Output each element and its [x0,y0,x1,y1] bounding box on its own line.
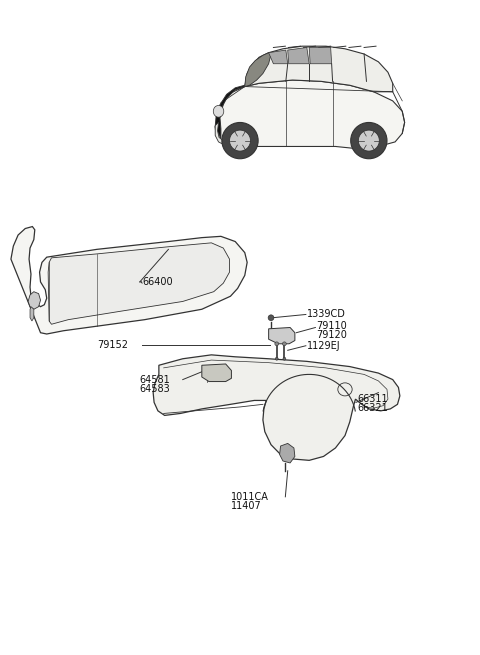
Text: 66400: 66400 [142,277,173,287]
Text: 66311: 66311 [357,394,387,404]
Text: 64581: 64581 [140,375,170,384]
Polygon shape [202,364,231,382]
Circle shape [283,358,286,360]
Text: 1129EJ: 1129EJ [307,341,340,350]
Text: 1339CD: 1339CD [307,309,346,320]
Polygon shape [245,46,393,92]
Polygon shape [269,50,288,64]
Text: 66321: 66321 [357,403,388,413]
Polygon shape [153,355,400,460]
Circle shape [276,358,278,360]
Text: 64583: 64583 [140,384,170,394]
Circle shape [222,122,258,159]
Polygon shape [11,227,247,334]
Circle shape [229,130,251,151]
Circle shape [359,130,379,151]
Circle shape [351,122,387,159]
Circle shape [275,342,279,346]
Polygon shape [215,85,245,139]
Polygon shape [48,243,229,324]
Polygon shape [215,80,405,149]
Circle shape [268,315,274,320]
Polygon shape [28,291,40,309]
Text: 79120: 79120 [316,330,347,341]
Polygon shape [215,122,235,147]
Polygon shape [269,328,295,344]
Text: 79110: 79110 [316,321,347,331]
Ellipse shape [213,105,224,117]
Circle shape [282,342,286,346]
Text: 11407: 11407 [230,501,261,511]
Text: 79152: 79152 [97,340,128,350]
Text: 1011CA: 1011CA [230,492,268,502]
Polygon shape [30,307,34,321]
Polygon shape [280,443,295,463]
Polygon shape [288,47,309,64]
Polygon shape [309,47,332,64]
Polygon shape [245,52,271,86]
